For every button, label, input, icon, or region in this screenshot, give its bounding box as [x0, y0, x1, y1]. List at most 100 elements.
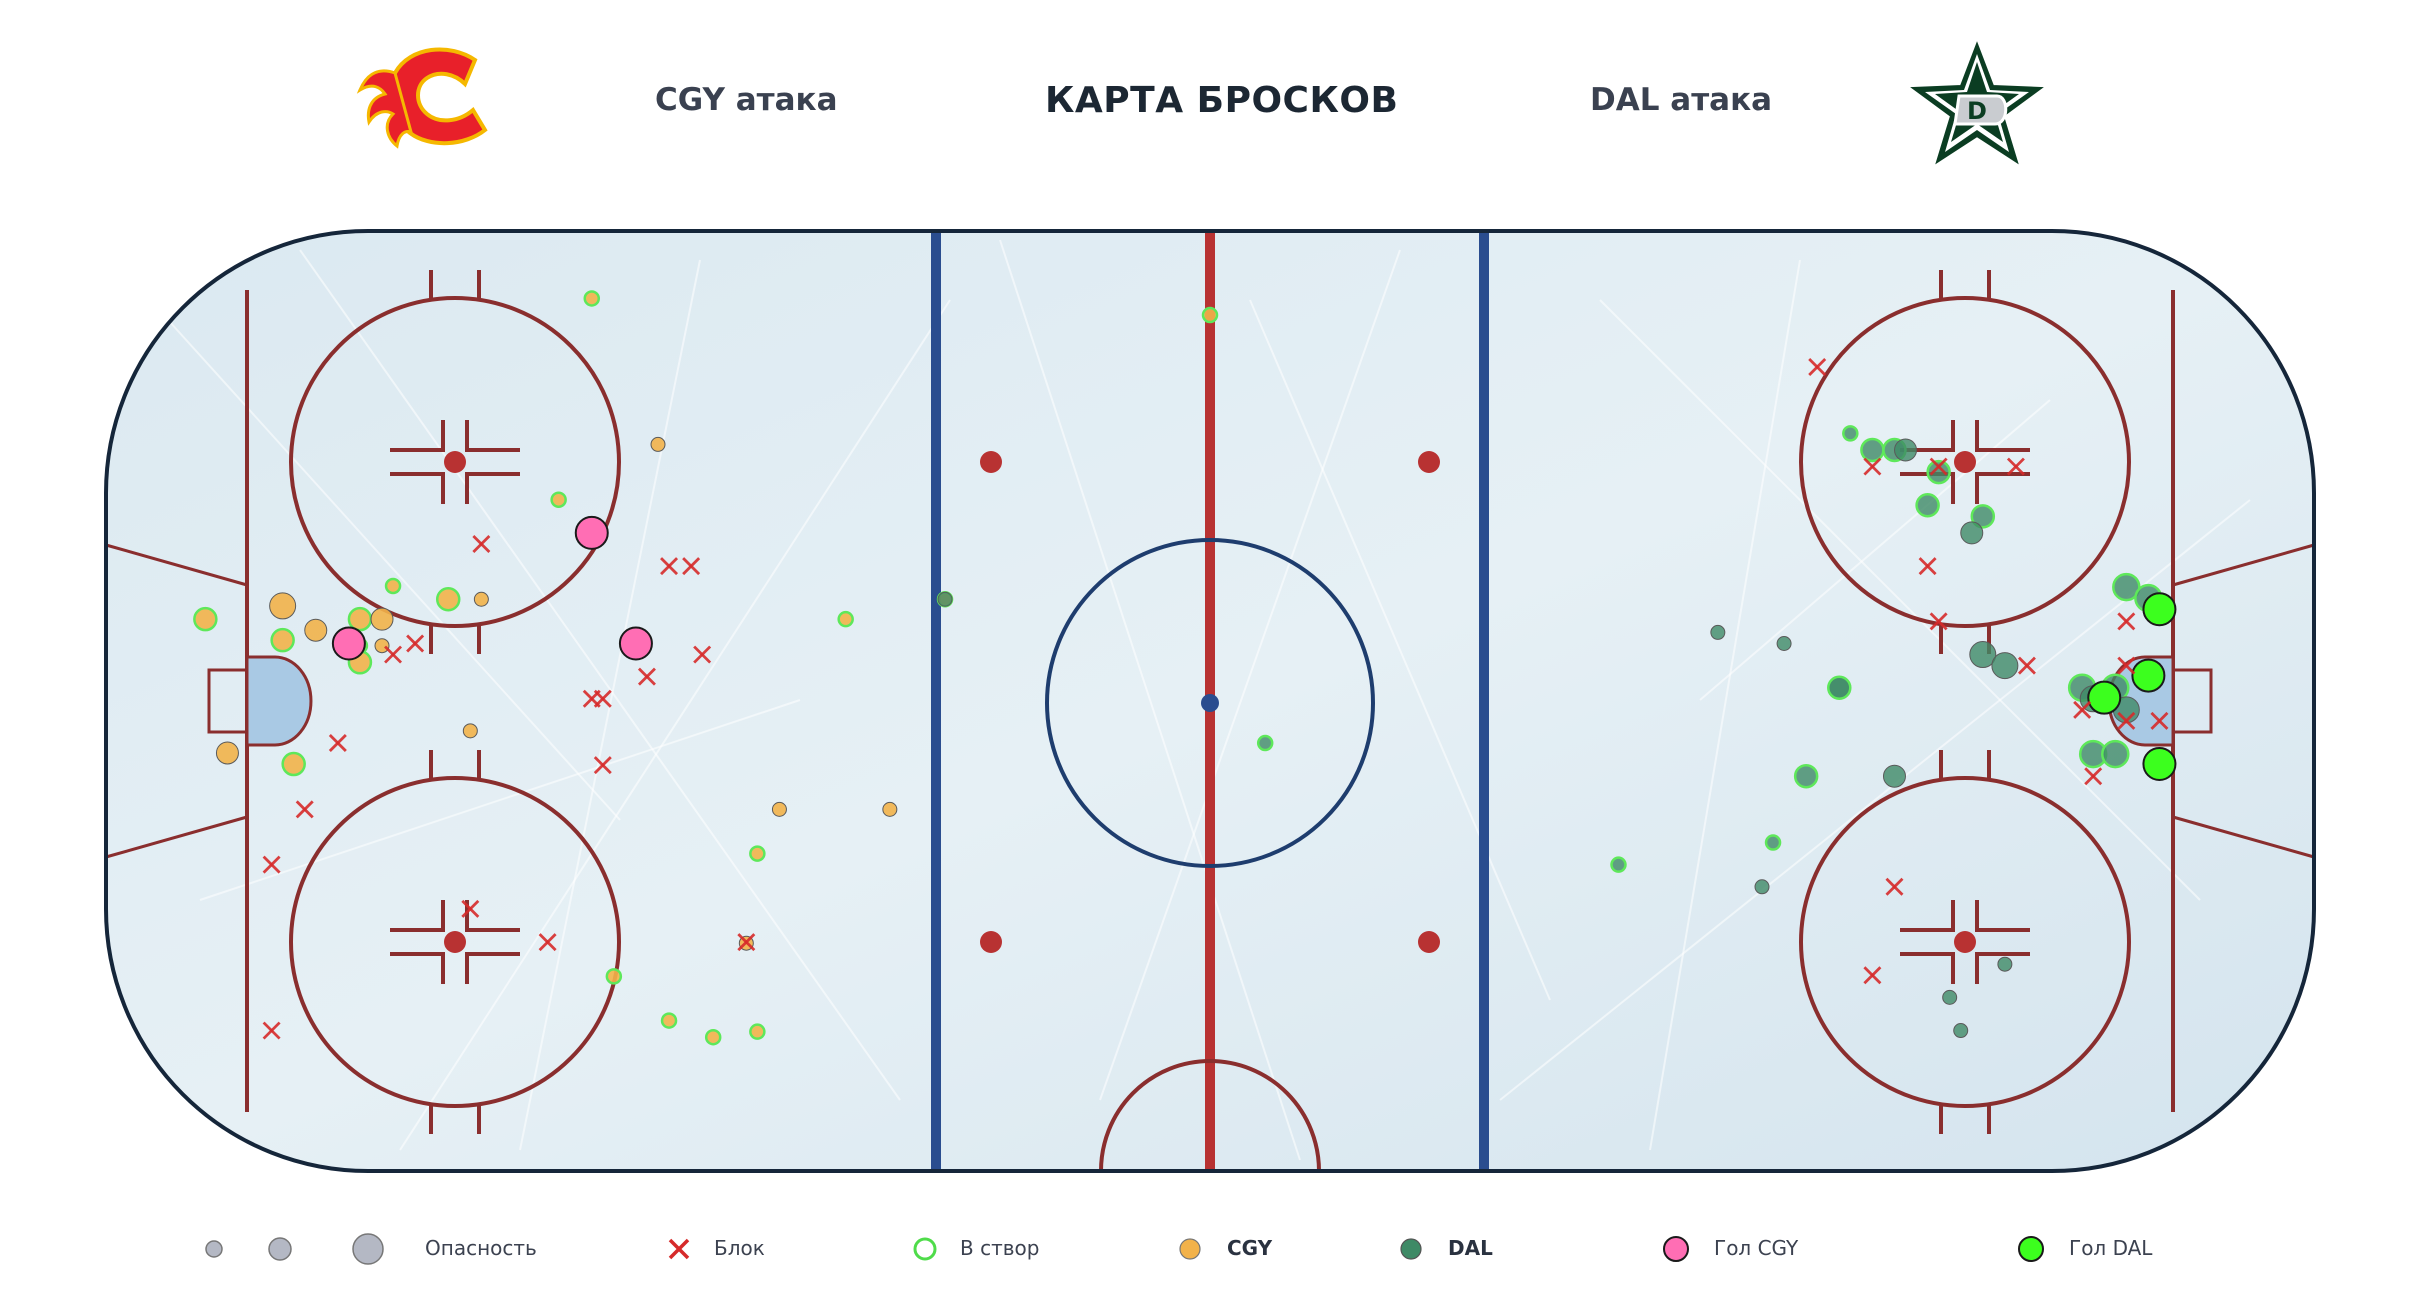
cgy-shot-point: [837, 610, 854, 628]
cgy-dot-icon: [1179, 1238, 1201, 1260]
dal-shot-point: [1793, 763, 1819, 789]
block-marker: [472, 534, 491, 553]
block-marker: [637, 667, 656, 686]
block-marker: [384, 645, 403, 664]
cgy-shot-point: [660, 1012, 678, 1029]
cgy-shot-point: [384, 577, 402, 595]
goal-cgy-point: [618, 626, 653, 661]
block-marker: [328, 734, 347, 753]
legend-dal-label: DAL: [1448, 1236, 1493, 1260]
block-marker: [2084, 767, 2103, 786]
series-гол-dal: [2087, 592, 2177, 782]
dal-shot-point: [1610, 856, 1627, 873]
block-marker: [2006, 457, 2025, 476]
dal-shot-point: [1776, 635, 1792, 651]
cgy-shot-point: [749, 845, 766, 862]
cgy-shot-point: [270, 627, 295, 653]
cgy-attack-label: CGY атака: [655, 82, 838, 118]
cgy-shot-point: [435, 587, 461, 612]
cgy-shot-point: [462, 723, 478, 739]
dal-shot-point: [1256, 734, 1274, 752]
dal-shot-point: [1894, 438, 1918, 462]
legend-goal-cgy-label: Гол CGY: [1714, 1236, 1799, 1260]
dal-attack-label: DAL атака: [1590, 82, 1773, 118]
cgy-shot-point: [583, 290, 601, 307]
chart-title: КАРТА БРОСКОВ: [1045, 80, 1399, 121]
cgy-shot-point: [704, 1028, 722, 1046]
block-marker: [538, 933, 557, 952]
block-marker: [295, 800, 314, 819]
legend-dal: DAL: [1396, 1230, 1493, 1266]
block-marker: [461, 899, 480, 918]
danger-high-marker: [352, 1233, 384, 1265]
cgy-shot-point: [882, 801, 898, 817]
series-cgy-shots: [193, 290, 1219, 1046]
dal-shot-point: [1882, 764, 1906, 788]
block-marker: [1918, 557, 1937, 576]
cgy-shot-point: [1201, 306, 1219, 324]
cgy-shot-point: [281, 751, 306, 777]
dal-shot-point: [1710, 624, 1726, 640]
cgy-shot-point: [473, 591, 489, 607]
cgy-shot-point: [215, 741, 239, 765]
dal-shot-point: [1915, 493, 1940, 518]
dal-shot-point: [1827, 675, 1852, 700]
legend-goal-dal-label: Гол DAL: [2069, 1236, 2153, 1260]
block-marker: [1808, 358, 1827, 377]
dal-shot-point: [1754, 879, 1770, 895]
cgy-shot-point: [650, 436, 666, 452]
block-marker: [660, 557, 679, 576]
block-marker: [2150, 711, 2169, 730]
dal-shot-point: [1997, 956, 2013, 972]
block-marker: [593, 756, 612, 775]
dal-shot-point: [1764, 834, 1782, 851]
block-marker: [2117, 656, 2136, 675]
rink-markings: [104, 229, 2316, 1173]
legend-cgy: CGY: [1175, 1230, 1272, 1266]
block-marker: [262, 1021, 281, 1040]
danger-mid-marker: [268, 1237, 292, 1261]
cgy-shot-point: [374, 638, 390, 654]
series-гол-cgy: [331, 515, 653, 661]
danger-size-markers: [205, 1233, 384, 1265]
dal-shot-point: [1860, 437, 1885, 463]
cgy-shot-point: [771, 801, 787, 817]
block-marker: [2073, 700, 2092, 719]
goal-dal-point: [2087, 680, 2122, 715]
legend-block: Блок: [664, 1230, 765, 1266]
cgy-shot-point: [304, 618, 328, 642]
goal-cgy-point: [331, 626, 366, 661]
block-marker: [1863, 457, 1882, 476]
block-marker: [737, 933, 756, 952]
cgy-shot-point: [370, 607, 394, 631]
dallas-stars-logo: D: [1910, 41, 2044, 165]
block-x-icon: [668, 1238, 690, 1260]
legend: Опасность Блок В створ CGY DAL Гол CGY: [0, 1230, 2409, 1290]
dal-shot-point: [1953, 1023, 1969, 1039]
cgy-shot-point: [193, 606, 218, 632]
goal-cgy-point: [574, 515, 609, 550]
svg-text:D: D: [1967, 97, 1987, 125]
block-marker: [406, 634, 425, 653]
cgy-shot-point: [749, 1023, 766, 1040]
cgy-shot-point: [269, 592, 297, 620]
block-marker: [682, 557, 701, 576]
cgy-shot-point: [550, 491, 567, 508]
cgy-shot-point: [605, 968, 623, 985]
danger-low-marker: [205, 1240, 223, 1258]
goal-dal-point: [2142, 747, 2177, 782]
calgary-flames-logo: [356, 47, 488, 149]
goal-cgy-icon: [1663, 1236, 1689, 1262]
series-блок: [262, 358, 2169, 1040]
goal-dal-icon: [2018, 1236, 2044, 1262]
legend-danger-label: Опасность: [425, 1236, 537, 1260]
block-marker: [2117, 612, 2136, 631]
dal-shot-point: [1842, 425, 1859, 442]
goal-dal-point: [2142, 592, 2177, 627]
block-marker: [1885, 877, 1904, 896]
shots-layer: [193, 290, 2177, 1046]
on-target-ring-icon: [913, 1237, 937, 1261]
dal-shot-point: [1969, 641, 1997, 669]
dal-shot-point: [1970, 504, 1996, 529]
